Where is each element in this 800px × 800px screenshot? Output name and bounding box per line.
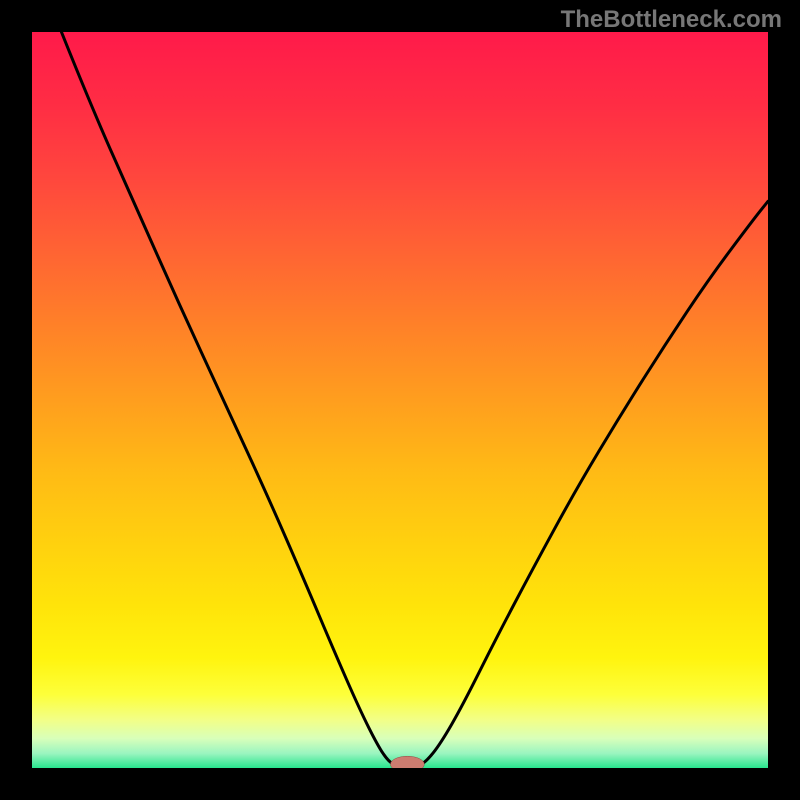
watermark-text: TheBottleneck.com <box>561 6 782 34</box>
gradient-background <box>32 32 768 768</box>
bottleneck-chart-svg <box>32 32 768 768</box>
plot-area <box>32 32 768 768</box>
chart-frame: TheBottleneck.com <box>0 0 800 800</box>
